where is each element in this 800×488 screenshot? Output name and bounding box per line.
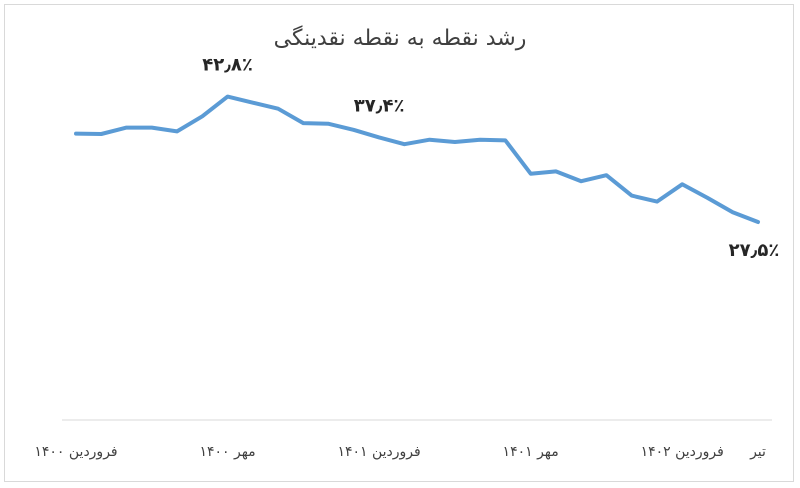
x-tick-label: فروردین ۱۴۰۰: [34, 444, 117, 460]
x-tick-label: فروردین ۱۴۰۱: [337, 444, 420, 460]
chart-title: رشد نقطه به نقطه نقدینگی: [273, 26, 527, 51]
chart-frame: [4, 4, 794, 482]
x-tick-label: تیر: [749, 444, 766, 460]
x-tick-label: مهر ۱۴۰۱: [503, 444, 559, 460]
data-label: ۲۷٫۵٪: [729, 240, 780, 261]
x-tick-label: مهر ۱۴۰۰: [199, 444, 255, 460]
data-label: ۳۷٫۴٪: [354, 95, 405, 116]
data-label: ۴۲٫۸٪: [202, 55, 253, 76]
x-tick-label: فروردین ۱۴۰۲: [641, 444, 724, 460]
series-line: [74, 94, 760, 224]
